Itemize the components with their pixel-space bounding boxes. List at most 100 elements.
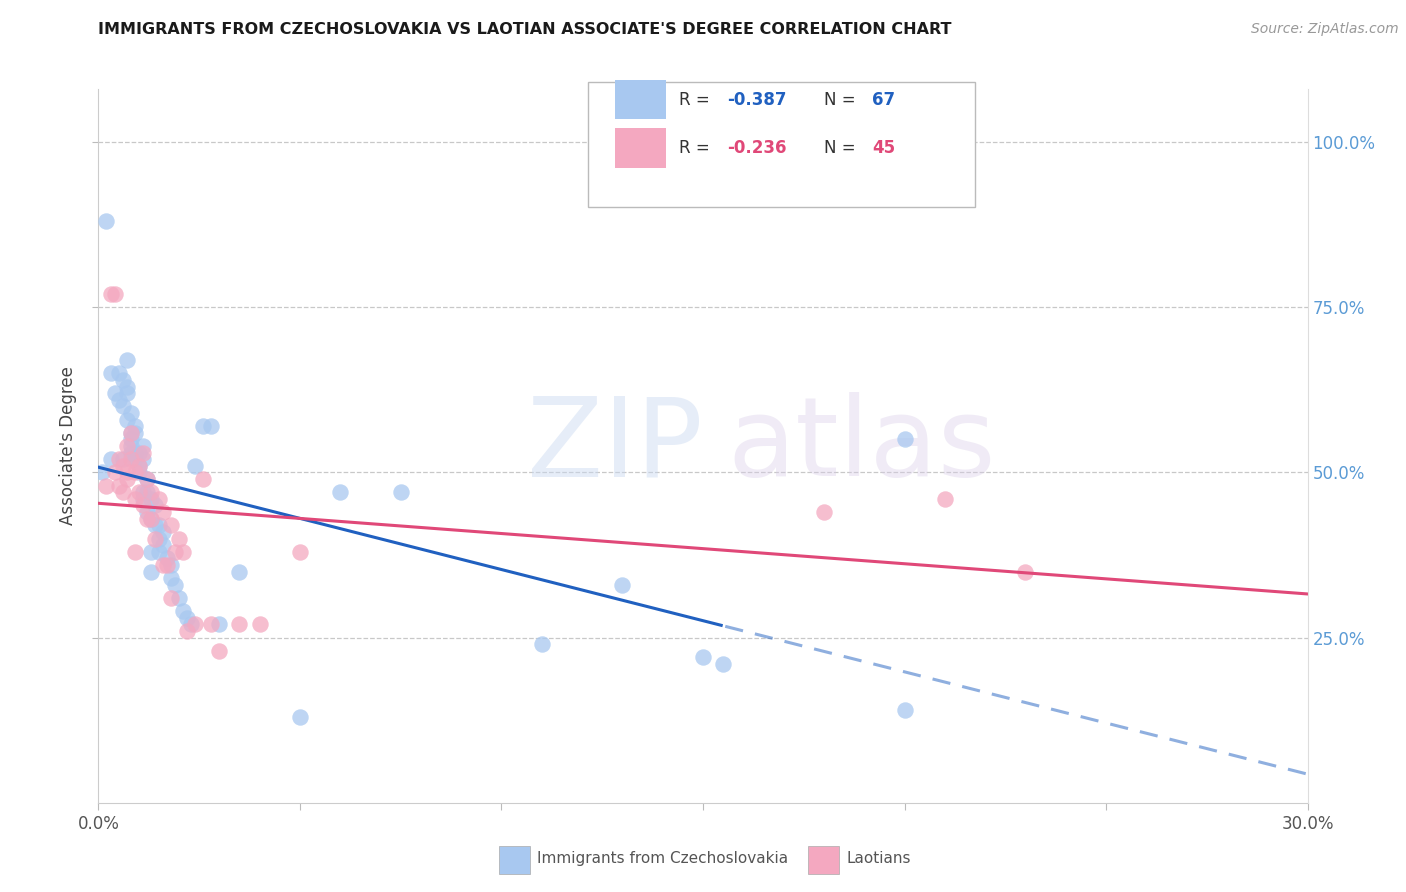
Point [100, 367, 122, 381]
Point [893, 703, 915, 717]
Text: atlas: atlas [727, 392, 995, 500]
Point [288, 545, 311, 559]
Text: Laotians: Laotians [846, 851, 911, 865]
Point [249, 617, 271, 632]
Point [143, 532, 166, 546]
Point [148, 532, 170, 546]
Text: -0.387: -0.387 [727, 91, 787, 109]
Point [120, 452, 142, 467]
Text: ZIP: ZIP [527, 392, 703, 500]
FancyBboxPatch shape [614, 128, 665, 168]
Point [208, 644, 231, 658]
Point [96, 478, 118, 492]
Point [711, 657, 734, 671]
Point [135, 505, 157, 519]
Point [139, 491, 162, 506]
Point [115, 353, 138, 368]
Point [167, 591, 190, 605]
Point [111, 400, 134, 414]
Text: R =: R = [679, 139, 714, 157]
Point [143, 518, 166, 533]
Point [124, 425, 146, 440]
Point [934, 491, 956, 506]
Point [132, 452, 155, 467]
Text: 67: 67 [872, 91, 896, 109]
Point [135, 472, 157, 486]
Point [208, 617, 231, 632]
Point [107, 367, 129, 381]
Point [128, 466, 150, 480]
Point [160, 571, 183, 585]
Point [107, 478, 129, 492]
Point [329, 485, 352, 500]
Point [139, 485, 162, 500]
Point [124, 445, 146, 459]
Point [163, 578, 186, 592]
Point [128, 458, 150, 473]
Point [91, 466, 114, 480]
Point [100, 452, 122, 467]
Point [530, 637, 553, 651]
Point [120, 439, 142, 453]
Point [163, 545, 186, 559]
Text: 45: 45 [872, 139, 896, 157]
Point [124, 466, 146, 480]
Point [115, 379, 138, 393]
Point [124, 419, 146, 434]
Point [389, 485, 412, 500]
Point [180, 617, 202, 632]
Point [111, 373, 134, 387]
Point [167, 532, 190, 546]
Point [160, 558, 183, 572]
Point [115, 439, 138, 453]
Point [184, 458, 207, 473]
Point [152, 524, 174, 539]
FancyBboxPatch shape [614, 80, 665, 120]
Point [228, 617, 250, 632]
Point [135, 472, 157, 486]
Point [172, 545, 194, 559]
Point [120, 445, 142, 459]
Point [115, 386, 138, 401]
Point [107, 452, 129, 467]
Point [120, 425, 142, 440]
Point [172, 604, 194, 618]
Point [193, 472, 215, 486]
FancyBboxPatch shape [588, 82, 976, 207]
Point [228, 565, 250, 579]
Point [612, 578, 634, 592]
Point [111, 485, 134, 500]
Point [139, 511, 162, 525]
Point [103, 466, 125, 480]
Point [100, 287, 122, 301]
Point [148, 491, 170, 506]
Point [115, 466, 138, 480]
Text: N =: N = [824, 91, 860, 109]
Point [128, 485, 150, 500]
Point [124, 545, 146, 559]
Point [120, 433, 142, 447]
Point [176, 611, 198, 625]
Text: -0.236: -0.236 [727, 139, 787, 157]
Point [148, 518, 170, 533]
Point [132, 439, 155, 453]
Point [103, 386, 125, 401]
Point [135, 511, 157, 525]
Text: Source: ZipAtlas.com: Source: ZipAtlas.com [1251, 22, 1399, 37]
Point [132, 445, 155, 459]
Point [156, 551, 179, 566]
Point [139, 511, 162, 525]
Point [200, 419, 222, 434]
Point [132, 499, 155, 513]
Point [692, 650, 714, 665]
Point [132, 485, 155, 500]
Point [115, 412, 138, 426]
Text: Immigrants from Czechoslovakia: Immigrants from Czechoslovakia [537, 851, 789, 865]
Point [128, 445, 150, 459]
Point [124, 452, 146, 467]
Point [120, 406, 142, 420]
Point [143, 499, 166, 513]
Point [184, 617, 207, 632]
Point [111, 458, 134, 473]
Point [139, 565, 162, 579]
